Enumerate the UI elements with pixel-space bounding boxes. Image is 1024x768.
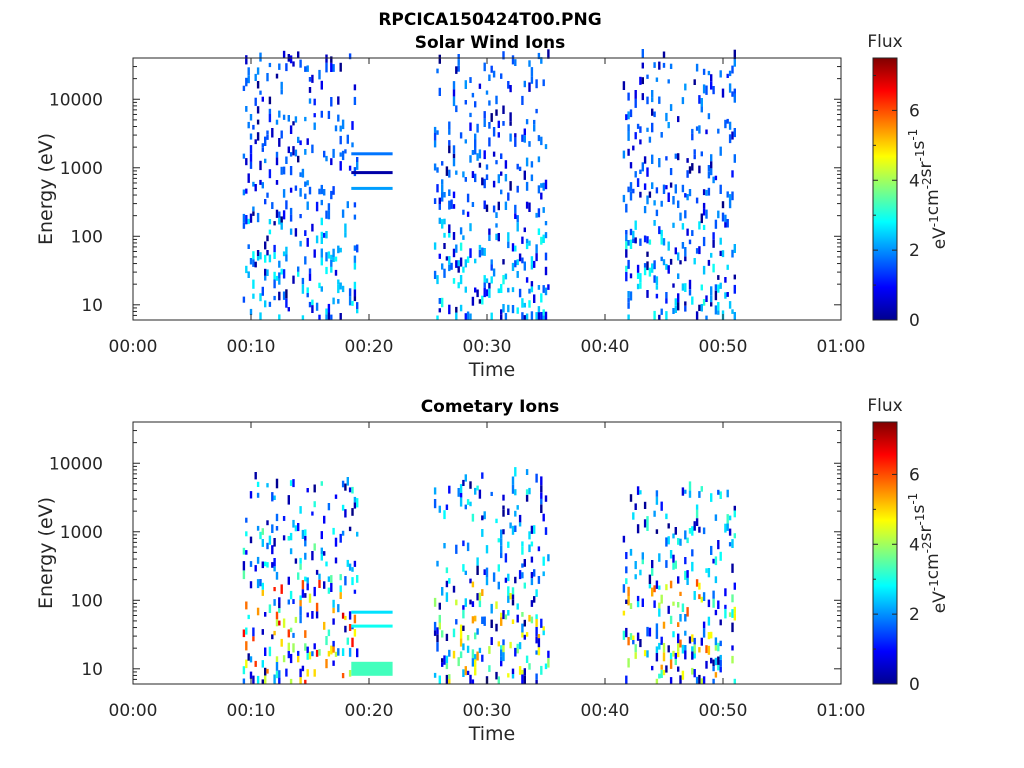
panel1-plot-area <box>133 58 841 320</box>
panel2-title: Cometary Ions <box>421 397 560 417</box>
panel2-band-3 <box>351 661 393 676</box>
panel2-colorbar <box>872 421 898 685</box>
panel1-colorbar-tick-label: 6 <box>909 101 920 121</box>
panel2-band-2 <box>351 624 393 628</box>
panel1-y-tick-label: 10 <box>81 296 103 316</box>
panel2-burst-1 <box>242 472 359 684</box>
panel1-band-3 <box>351 186 393 190</box>
panel2-y-axis-label: Energy (eV) <box>35 497 57 609</box>
panel2-x-tick-label: 00:40 <box>581 701 630 721</box>
panel1-x-tick-label: 00:50 <box>699 337 748 357</box>
panel2-y-tick-label: 10 <box>81 660 103 680</box>
panel2-burst-3 <box>622 481 736 684</box>
panel1-y-axis-label: Energy (eV) <box>35 133 57 245</box>
panel1-band-1 <box>351 152 393 156</box>
panel1-colorbar-units: eV-1cm-2sr-1s-1 <box>906 129 950 250</box>
panel1-colorbar-tick-label: 4 <box>909 171 920 191</box>
panel2-x-tick-label: 00:20 <box>345 701 394 721</box>
panel1-colorbar-tick-label: 2 <box>909 241 920 261</box>
panel1-x-tick-label: 00:20 <box>345 337 394 357</box>
panel2-y-tick-label: 100 <box>71 591 103 611</box>
panel2-x-tick-label: 00:10 <box>227 701 276 721</box>
panel2-colorbar-units: eV-1cm-2sr-1s-1 <box>906 493 950 614</box>
panel1-burst-2 <box>433 49 550 320</box>
panel2-colorbar-tick-label: 0 <box>909 675 920 695</box>
panel1-y-tick-label: 1000 <box>60 159 103 179</box>
panel1-x-tick-label: 00:30 <box>463 337 512 357</box>
panel2-band-1 <box>351 610 393 614</box>
panel1-colorbar-tick-label: 0 <box>909 311 920 331</box>
panel1-y-tick-label: 100 <box>71 227 103 247</box>
panel2-x-tick-label: 00:00 <box>109 701 158 721</box>
figure-title: RPCICA150424T00.PNG <box>378 10 601 30</box>
panel2-colorbar-tick-label: 4 <box>909 535 920 555</box>
panel1-band-2 <box>351 171 393 175</box>
panel1-burst-1 <box>242 50 359 320</box>
panel2-colorbar-tick-label: 6 <box>909 465 920 485</box>
panel2-x-tick-label: 01:00 <box>817 701 866 721</box>
panel2-colorbar-tick-label: 2 <box>909 605 920 625</box>
panel1-x-tick-label: 00:00 <box>109 337 158 357</box>
panel1-title: Solar Wind Ions <box>415 33 566 53</box>
panel1-x-axis-label: Time <box>468 359 516 381</box>
panel1-y-tick-label: 10000 <box>49 90 103 110</box>
panel2-x-axis-label: Time <box>468 723 516 745</box>
panel1-colorbar <box>872 57 898 321</box>
panel1-x-tick-label: 01:00 <box>817 337 866 357</box>
panel2-x-tick-label: 00:50 <box>699 701 748 721</box>
panel1-x-tick-label: 00:10 <box>227 337 276 357</box>
panel2-burst-2 <box>433 467 550 684</box>
panel2-colorbar-title: Flux <box>867 396 902 416</box>
panel2-y-tick-label: 1000 <box>60 523 103 543</box>
panel1-colorbar-title: Flux <box>867 32 902 52</box>
panel1-x-tick-label: 00:40 <box>581 337 630 357</box>
panel1-burst-3 <box>622 49 736 320</box>
panel2-y-tick-label: 10000 <box>49 454 103 474</box>
panel2-x-tick-label: 00:30 <box>463 701 512 721</box>
